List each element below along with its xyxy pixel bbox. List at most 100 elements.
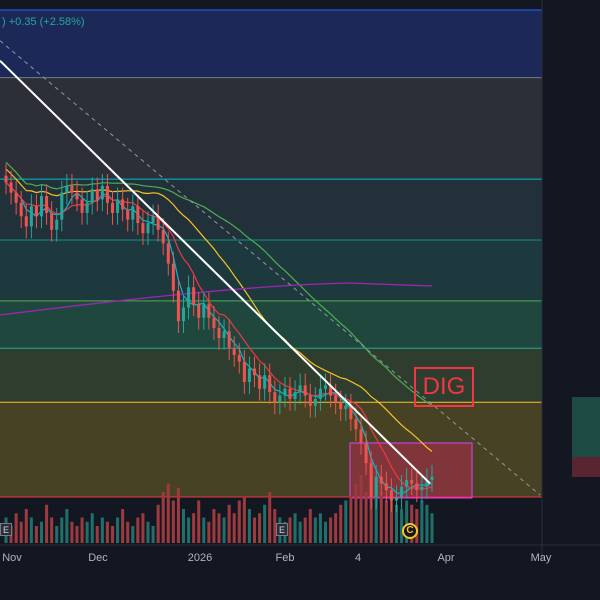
candle-body: [85, 202, 89, 213]
candle-body: [146, 223, 150, 234]
volume-bar: [60, 517, 64, 543]
volume-bar: [95, 526, 99, 543]
candle-body: [60, 192, 64, 220]
dig-annotation-box[interactable]: [414, 367, 474, 407]
candle-body: [354, 419, 358, 430]
earnings-badge[interactable]: E: [276, 523, 288, 536]
candle-body: [242, 361, 246, 383]
candle-body: [181, 307, 186, 322]
candle-body: [430, 476, 434, 481]
volume-bar: [146, 521, 150, 543]
volume-bar: [192, 513, 196, 543]
candle-body: [192, 287, 196, 305]
volume-bar: [420, 500, 424, 543]
consolidation-box: [349, 442, 473, 499]
trendline: [0, 60, 431, 485]
candle-body: [364, 442, 368, 464]
volume-bar: [65, 509, 69, 543]
right-price-pane: [541, 0, 600, 600]
candle-body: [131, 206, 135, 220]
volume-bar: [308, 509, 312, 543]
volume-bar: [217, 513, 221, 543]
x-tick-label: Apr: [437, 552, 454, 564]
volume-bar: [374, 483, 378, 543]
candle-body: [318, 388, 322, 399]
earnings-badge[interactable]: E: [0, 523, 12, 536]
volume-bar: [329, 517, 333, 543]
dashed-trendline: [0, 40, 541, 496]
volume-bar: [34, 526, 38, 543]
candle-body: [45, 196, 49, 213]
volume-bar: [318, 513, 322, 543]
price-scale-zone: [572, 397, 600, 457]
event-circle-badge[interactable]: C: [402, 523, 418, 539]
volume-bar: [207, 521, 211, 543]
candle-body: [339, 402, 343, 410]
volume-bar: [212, 509, 216, 543]
candle-body: [389, 490, 393, 501]
volume-bar: [222, 517, 226, 543]
candle-body: [313, 398, 317, 406]
candle-body: [303, 385, 307, 396]
fib-zone: [0, 10, 542, 78]
candle-body: [34, 206, 38, 217]
candle-body: [121, 199, 125, 210]
volume-bar: [268, 492, 272, 543]
price-scale-bg: [542, 0, 600, 600]
volume-bar: [349, 496, 353, 543]
candle-body: [151, 216, 155, 224]
candle-body: [202, 304, 206, 318]
candle-body: [425, 480, 429, 487]
x-tick-label: May: [531, 552, 552, 564]
volume-bar: [232, 513, 236, 543]
candle-body: [283, 388, 287, 396]
candle-body: [400, 486, 404, 497]
candle-body: [50, 212, 54, 230]
candle-body: [420, 486, 424, 491]
volume-bar: [14, 513, 18, 543]
volume-bar: [389, 496, 393, 543]
volume-bar: [50, 517, 54, 543]
volume-bar: [126, 521, 130, 543]
volume-bar: [45, 504, 49, 543]
candle-body: [334, 395, 338, 403]
volume-bar: [364, 492, 368, 543]
volume-bar: [100, 517, 104, 543]
volume-bar: [293, 513, 297, 543]
candle-body: [75, 192, 79, 200]
candle-body: [95, 189, 99, 200]
x-axis: Nov Dec 2026 Feb 4 Apr May: [0, 544, 600, 564]
volume-bar: [90, 513, 94, 543]
candle-body: [100, 185, 104, 200]
candle-body: [344, 405, 348, 410]
volume-bar: [29, 517, 33, 543]
drawings: [0, 40, 541, 496]
candle-body: [116, 199, 120, 213]
candle-body: [110, 202, 115, 213]
candle-body: [176, 290, 180, 322]
volume-bar: [258, 513, 262, 543]
fib-zone: [0, 300, 542, 349]
volume-bar: [136, 517, 140, 543]
candle-body: [410, 480, 414, 484]
candle-body: [252, 368, 257, 376]
volume-bar: [85, 521, 89, 543]
volume-bar: [156, 504, 160, 543]
x-tick-label: 4: [355, 552, 361, 564]
candle-body: [323, 385, 328, 389]
volume-bar: [384, 500, 388, 543]
candle-body: [273, 392, 277, 403]
fib-zones: [0, 9, 542, 499]
candle-body: [394, 497, 399, 501]
volume-bar: [110, 526, 115, 543]
candles: [4, 163, 434, 513]
candle-body: [374, 476, 378, 497]
candle-body: [70, 185, 74, 193]
candle-body: [359, 429, 363, 443]
candle-body: [126, 209, 130, 220]
volume-bar: [121, 509, 125, 543]
volume-bar: [303, 517, 307, 543]
candle-body: [80, 199, 84, 213]
dig-annotation-label[interactable]: DIG: [422, 373, 466, 400]
